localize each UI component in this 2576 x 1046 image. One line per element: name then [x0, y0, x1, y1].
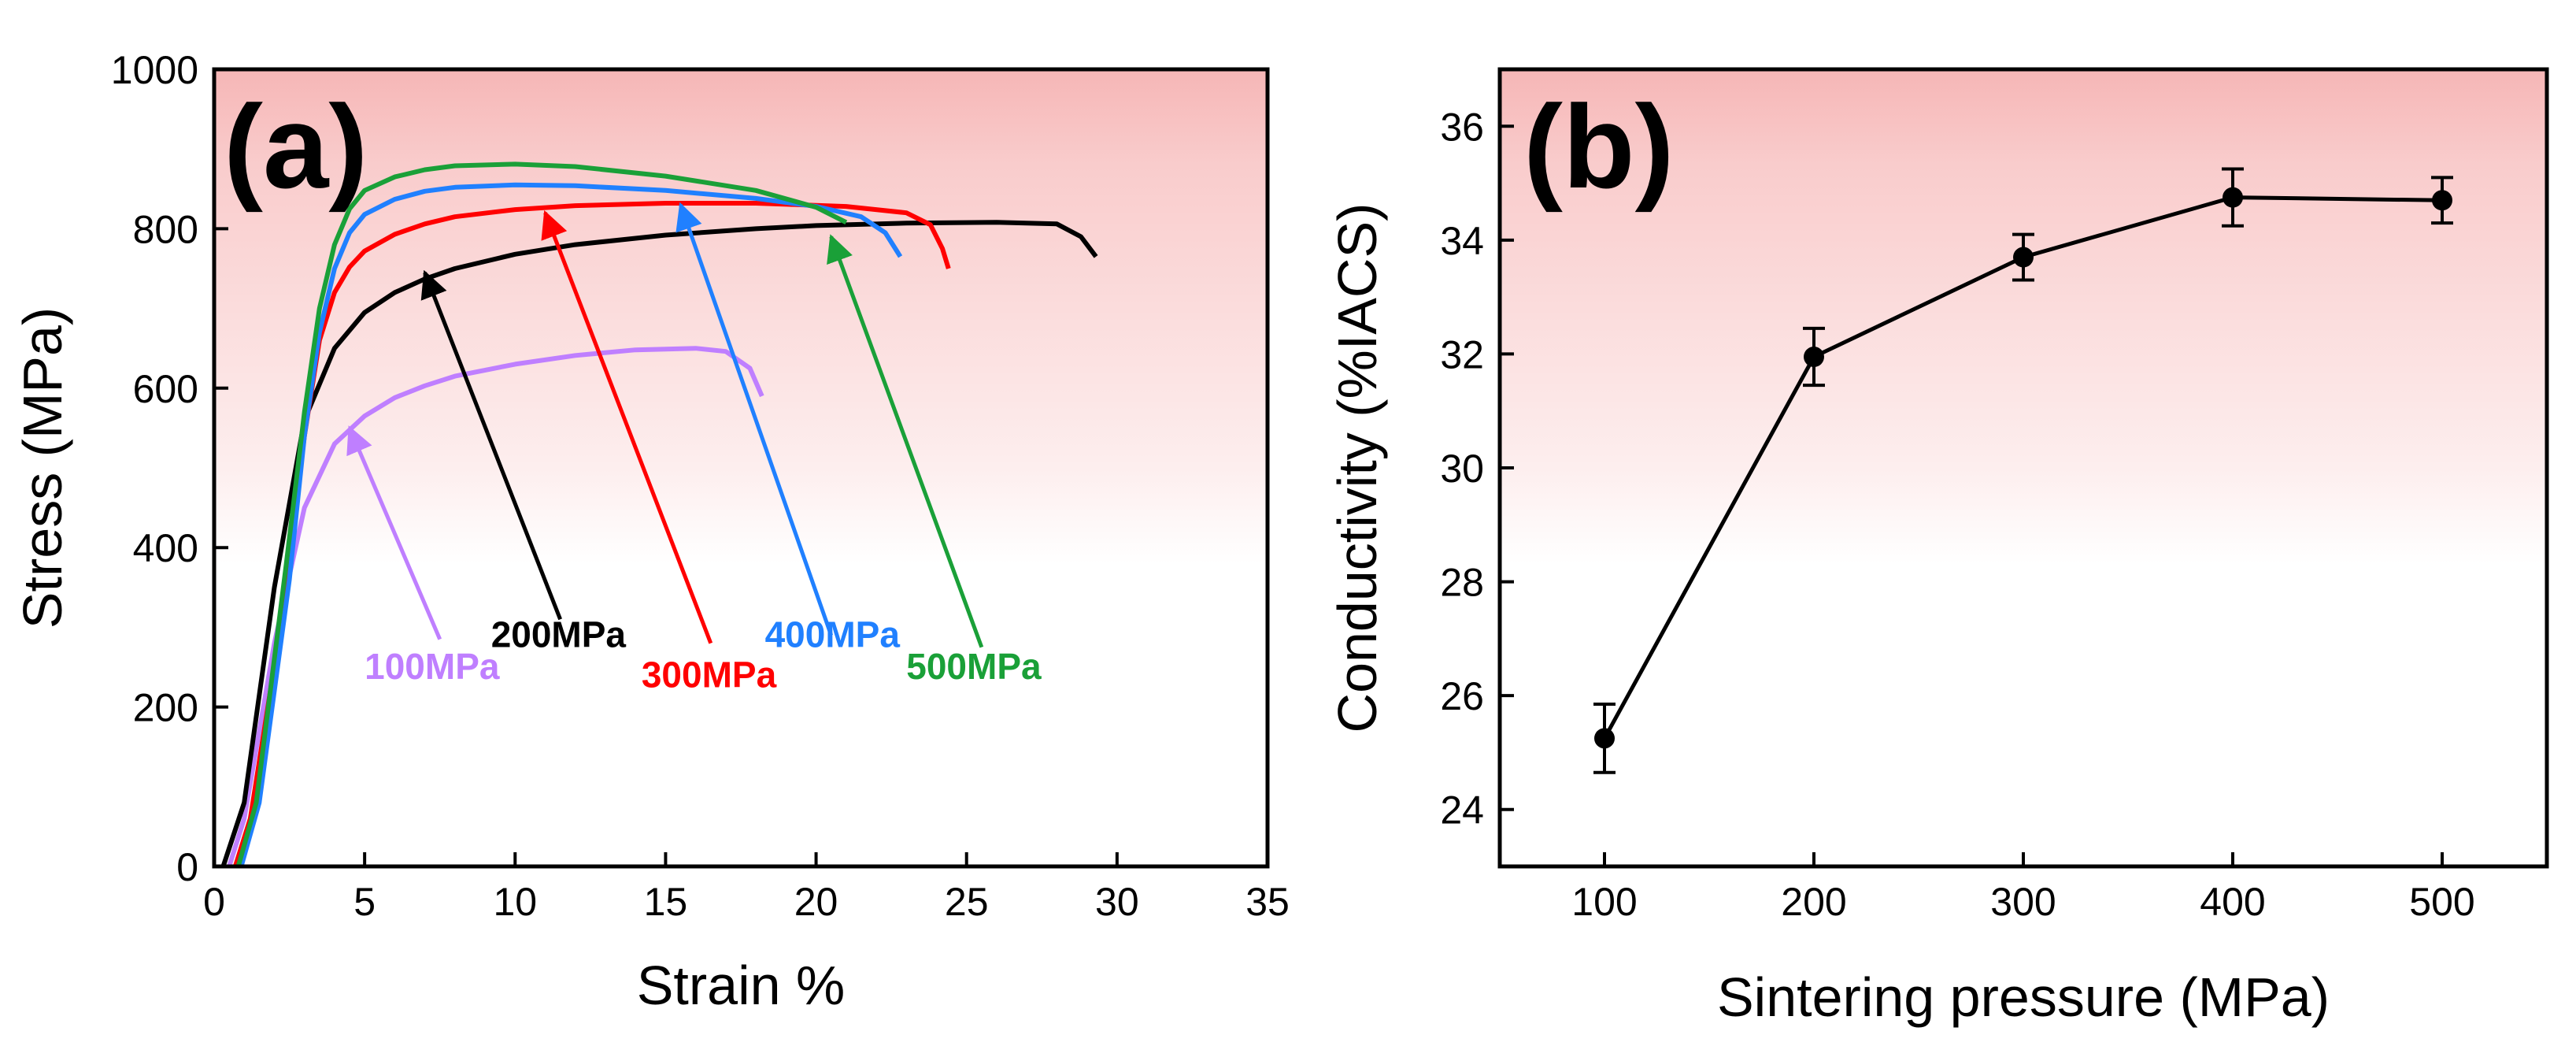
y-axis-label: Conductivity (%IACS)	[1327, 203, 1388, 733]
data-point	[2013, 247, 2034, 268]
y-tick-label: 30	[1440, 447, 1484, 491]
x-tick-label: 400	[2200, 880, 2265, 924]
curve-callout-arrows	[346, 202, 984, 648]
series-label-300MPa: 300MPa	[642, 654, 777, 695]
x-tick-label: 500	[2409, 880, 2474, 924]
panel-label: (b)	[1523, 80, 1675, 213]
arrow-300MPa	[541, 210, 713, 644]
panel-label: (a)	[224, 80, 368, 213]
y-tick-label: 28	[1440, 561, 1484, 605]
y-tick-label: 32	[1440, 332, 1484, 376]
plot-frame	[212, 67, 1270, 869]
series-label-500MPa: 500MPa	[906, 646, 1042, 687]
x-tick-label: 15	[644, 880, 688, 924]
x-tick-label: 20	[794, 880, 838, 924]
arrow-500MPa	[827, 234, 984, 648]
x-axis-label: Strain %	[637, 955, 846, 1016]
x-tick-label: 35	[1245, 880, 1290, 924]
data-point	[2223, 187, 2243, 208]
y-tick-label: 24	[1440, 788, 1484, 833]
axis-ticks: 100 200 300 400 500 24 26 28 30 32 34 36	[1440, 105, 2474, 924]
y-tick-label: 0	[176, 845, 198, 889]
conductivity-chart: 100 200 300 400 500 24 26 28 30 32 34 36 (b) Sinter…	[1327, 67, 2549, 1028]
x-tick-label: 25	[945, 880, 989, 924]
y-tick-label: 600	[133, 367, 198, 411]
arrow-100MPa	[346, 425, 442, 640]
data-point	[2432, 190, 2452, 211]
stress-strain-curves	[220, 161, 1098, 867]
stress-strain-chart: 0 5 10 15 20 25 30 35 0 200 400 600 800 1000 (a) Stra…	[12, 48, 1290, 1016]
curve-500MPa	[235, 161, 848, 867]
x-axis-label: Sintering pressure (MPa)	[1717, 966, 2330, 1028]
y-tick-label: 36	[1440, 105, 1484, 149]
x-tick-label: 30	[1095, 880, 1139, 924]
series-label-400MPa: 400MPa	[765, 614, 901, 655]
arrow-200MPa	[420, 269, 562, 621]
data-point	[1594, 728, 1615, 749]
y-axis-label: Stress (MPa)	[12, 307, 73, 629]
x-tick-label: 300	[1990, 880, 2056, 924]
arrow-400MPa	[675, 202, 834, 636]
series-label-200MPa: 200MPa	[491, 614, 627, 655]
x-tick-label: 10	[493, 880, 537, 924]
y-tick-label: 1000	[111, 48, 198, 92]
data-point	[1804, 347, 1824, 368]
plot-background	[1500, 69, 2547, 866]
conductivity-series	[1593, 167, 2453, 774]
x-tick-label: 5	[353, 880, 376, 924]
x-tick-label: 200	[1781, 880, 1846, 924]
y-tick-label: 200	[133, 686, 198, 730]
y-tick-label: 400	[133, 526, 198, 570]
x-tick-label: 100	[1571, 880, 1637, 924]
y-tick-label: 34	[1440, 219, 1484, 263]
axis-ticks: 0 5 10 15 20 25 30 35 0 200 400 600 800 1000	[111, 48, 1290, 924]
series-label-100MPa: 100MPa	[365, 646, 500, 687]
x-tick-label: 0	[203, 880, 225, 924]
y-tick-label: 800	[133, 207, 198, 251]
y-tick-label: 26	[1440, 674, 1484, 718]
